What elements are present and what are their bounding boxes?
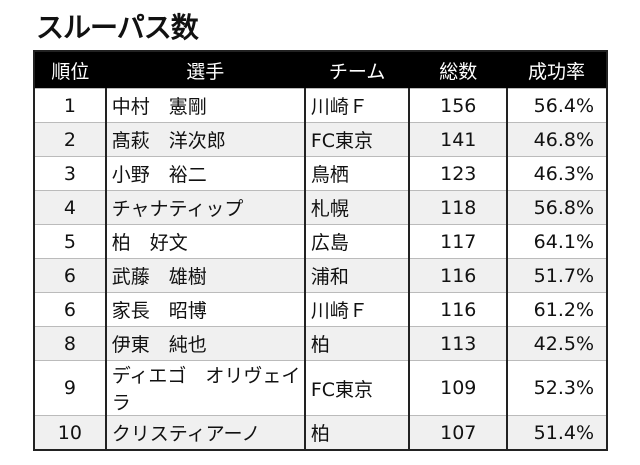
rate-cell: 52.3% xyxy=(506,360,607,416)
header-player: 選手 xyxy=(105,51,305,89)
table-row: 8 伊東 純也柏 113 42.5% xyxy=(34,326,607,361)
player-cell: 小野 裕二 xyxy=(104,156,305,191)
table-row: 1 中村 憲剛 川崎Ｆ 156 56.4% xyxy=(34,88,607,123)
team-cell: 川崎Ｆ xyxy=(303,292,410,327)
ranking-table: 順位 選手 チーム 総数 成功率 1 中村 憲剛 川崎Ｆ 156 56.4% 2 髙萩 洋次… xyxy=(33,50,608,451)
header-rate: 成功率 xyxy=(507,51,607,89)
player-cell: クリスティアーノ xyxy=(104,415,305,450)
table-row: 4 チャナティップ 札幌 118 56.8% xyxy=(34,190,607,225)
team-cell: 広島 xyxy=(303,224,410,259)
rank-cell: 3 xyxy=(34,156,106,191)
total-cell: 113 xyxy=(408,326,508,361)
team-cell: 柏 xyxy=(303,415,410,450)
total-cell: 109 xyxy=(408,360,508,416)
rank-cell: 1 xyxy=(34,88,106,123)
total-cell: 116 xyxy=(408,292,508,327)
page-title: スルーパス数 xyxy=(36,11,199,44)
table-row: 9 ディエゴ オリヴェイラ FC東京 109 52.3% xyxy=(34,360,607,416)
header-total: 総数 xyxy=(409,51,508,89)
total-cell: 141 xyxy=(408,122,508,157)
header-row: 順位 選手 チーム 総数 成功率 xyxy=(34,51,607,89)
header-rank: 順位 xyxy=(34,51,106,89)
rate-cell: 56.4% xyxy=(506,88,607,123)
player-cell: 家長 昭博 xyxy=(104,292,305,327)
rate-cell: 51.7% xyxy=(506,258,607,293)
rate-cell: 46.8% xyxy=(506,122,607,157)
total-cell: 116 xyxy=(408,258,508,293)
rank-cell: 6 xyxy=(34,292,106,327)
rank-cell: 5 xyxy=(34,224,106,259)
rank-cell: 8 xyxy=(34,326,106,361)
rate-cell: 56.8% xyxy=(506,190,607,225)
table-row: 6 家長 昭博 川崎Ｆ 116 61.2% xyxy=(34,292,607,327)
team-cell: 札幌 xyxy=(303,190,410,225)
player-cell: チャナティップ xyxy=(104,190,305,225)
team-cell: 柏 xyxy=(303,326,410,361)
rate-cell: 46.3% xyxy=(506,156,607,191)
rank-cell: 10 xyxy=(34,415,106,450)
team-cell: 鳥栖 xyxy=(303,156,410,191)
table-row: 3 小野 裕二 鳥栖 123 46.3% xyxy=(34,156,607,191)
rate-cell: 64.1% xyxy=(506,224,607,259)
rate-cell: 42.5% xyxy=(506,326,607,361)
total-cell: 117 xyxy=(408,224,508,259)
rank-cell: 9 xyxy=(34,360,106,416)
rate-cell: 51.4% xyxy=(506,415,607,450)
rate-cell: 61.2% xyxy=(506,292,607,327)
total-cell: 107 xyxy=(408,415,508,450)
total-cell: 156 xyxy=(408,88,508,123)
rank-cell: 2 xyxy=(34,122,106,157)
player-cell: 柏 好文 xyxy=(104,224,305,259)
table-row: 10 クリスティアーノ柏 107 51.4% xyxy=(34,415,607,450)
header-team: チーム xyxy=(304,51,410,89)
rank-cell: 4 xyxy=(34,190,106,225)
player-cell: ディエゴ オリヴェイラ xyxy=(104,360,305,416)
table-row: 6 武藤 雄樹 浦和 116 51.7% xyxy=(34,258,607,293)
table-row: 2 髙萩 洋次郎 FC東京 141 46.8% xyxy=(34,122,607,157)
team-cell: FC東京 xyxy=(303,360,410,416)
total-cell: 123 xyxy=(408,156,508,191)
total-cell: 118 xyxy=(408,190,508,225)
team-cell: 川崎Ｆ xyxy=(303,88,410,123)
player-cell: 伊東 純也 xyxy=(104,326,305,361)
player-cell: 中村 憲剛 xyxy=(104,88,305,123)
rank-cell: 6 xyxy=(34,258,106,293)
team-cell: FC東京 xyxy=(303,122,410,157)
player-cell: 髙萩 洋次郎 xyxy=(104,122,305,157)
player-cell: 武藤 雄樹 xyxy=(104,258,305,293)
team-cell: 浦和 xyxy=(303,258,410,293)
